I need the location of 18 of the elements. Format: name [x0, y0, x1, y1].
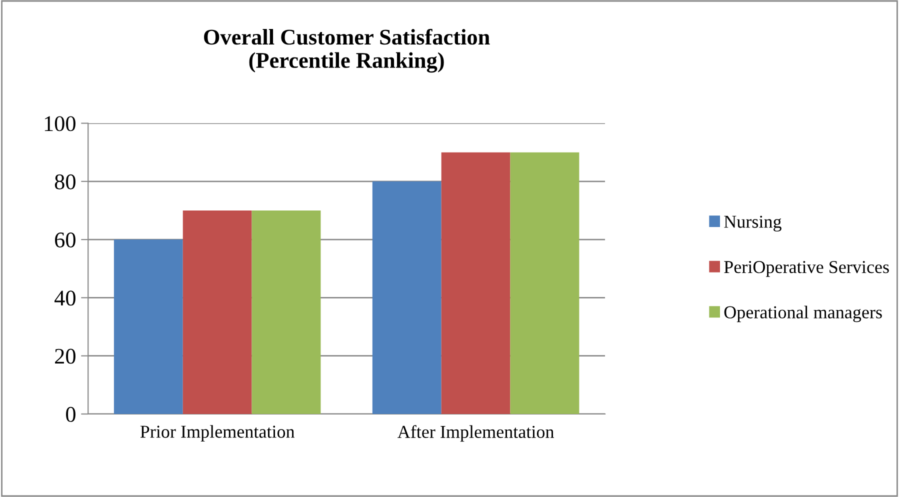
bar — [252, 210, 321, 414]
legend-label: PeriOperative Services — [724, 261, 889, 277]
bar — [510, 152, 580, 414]
y-tick-label: 100 — [44, 116, 76, 132]
bar — [372, 181, 442, 414]
bar — [441, 152, 510, 414]
legend-label: Nursing — [724, 216, 782, 232]
y-tick-label: 40 — [54, 290, 76, 306]
legend-label: Operational managers — [724, 306, 882, 322]
chart-title: Overall Customer Satisfaction (Percentile Ranking) — [204, 28, 490, 73]
y-tick-label: 20 — [55, 348, 76, 364]
y-tick-label: 0 — [66, 406, 76, 422]
bar — [114, 240, 183, 414]
bar — [182, 210, 252, 414]
y-tick-label: 60 — [55, 232, 76, 248]
x-tick-label: After Implementation — [398, 425, 554, 442]
y-tick-label: 80 — [54, 174, 76, 190]
x-tick-label: Prior Implementation — [140, 425, 295, 442]
